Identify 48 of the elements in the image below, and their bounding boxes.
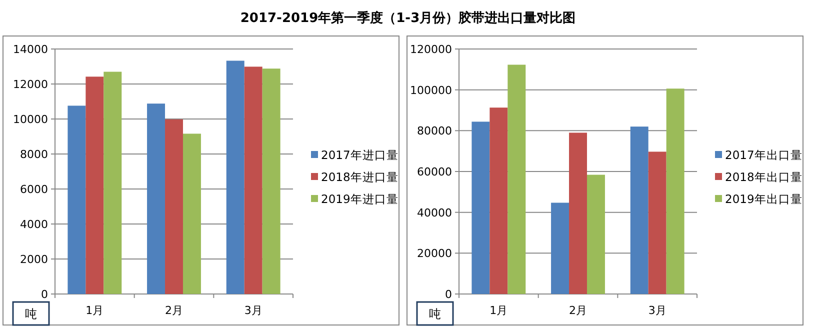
bar bbox=[68, 106, 86, 294]
bar bbox=[551, 202, 570, 294]
bar bbox=[666, 88, 684, 294]
bar bbox=[569, 132, 587, 294]
y-tick-label: 20000 bbox=[417, 247, 452, 260]
x-tick-label: 2月 bbox=[165, 304, 183, 317]
y-tick-label: 60000 bbox=[417, 166, 452, 178]
x-tick-label: 3月 bbox=[244, 304, 262, 317]
bar bbox=[226, 60, 244, 294]
bar bbox=[630, 126, 648, 294]
legend-label: 2017年出口量 bbox=[725, 148, 802, 162]
bar bbox=[472, 122, 490, 294]
bar bbox=[490, 108, 508, 294]
x-tick-label: 2月 bbox=[569, 304, 587, 317]
y-tick-label: 80000 bbox=[417, 124, 452, 138]
x-tick-label: 1月 bbox=[490, 304, 508, 317]
y-tick-label: 8000 bbox=[20, 148, 48, 161]
bar bbox=[508, 64, 526, 294]
bar bbox=[182, 134, 201, 294]
legend-label: 2019年进口量 bbox=[321, 192, 398, 206]
y-tick-label: 10000 bbox=[13, 113, 48, 126]
y-tick-label: 14000 bbox=[13, 43, 48, 56]
y-tick-label: 40000 bbox=[417, 206, 452, 220]
y-tick-label: 12000 bbox=[13, 78, 48, 91]
legend-label: 2018年进口量 bbox=[321, 170, 398, 184]
y-tick-label: 0 bbox=[445, 288, 452, 301]
bar bbox=[86, 76, 104, 294]
y-tick-label: 6000 bbox=[20, 183, 48, 196]
y-axis-title: 吨 bbox=[429, 307, 441, 321]
x-tick-label: 3月 bbox=[648, 304, 666, 317]
bar bbox=[104, 72, 122, 294]
y-axis-title: 吨 bbox=[25, 307, 37, 321]
bar bbox=[244, 66, 262, 294]
bar bbox=[165, 119, 183, 294]
legend-label: 2019年出口量 bbox=[725, 192, 802, 206]
bar bbox=[586, 174, 605, 294]
bar bbox=[262, 68, 280, 294]
y-tick-label: 4000 bbox=[20, 218, 48, 231]
x-tick-label: 1月 bbox=[86, 304, 104, 317]
y-tick-label: 0 bbox=[41, 288, 48, 301]
text: 2017-2019年第一季度（1-3月份）胶带进出口量对比图 bbox=[240, 10, 576, 26]
y-tick-label: 120000 bbox=[410, 43, 452, 56]
bar bbox=[648, 152, 666, 294]
legend-label: 2017年进口量 bbox=[321, 148, 398, 162]
y-tick-label: 100000 bbox=[410, 84, 452, 97]
y-tick-label: 2000 bbox=[20, 253, 48, 266]
bar bbox=[147, 104, 166, 294]
legend-label: 2018年出口量 bbox=[725, 170, 802, 184]
